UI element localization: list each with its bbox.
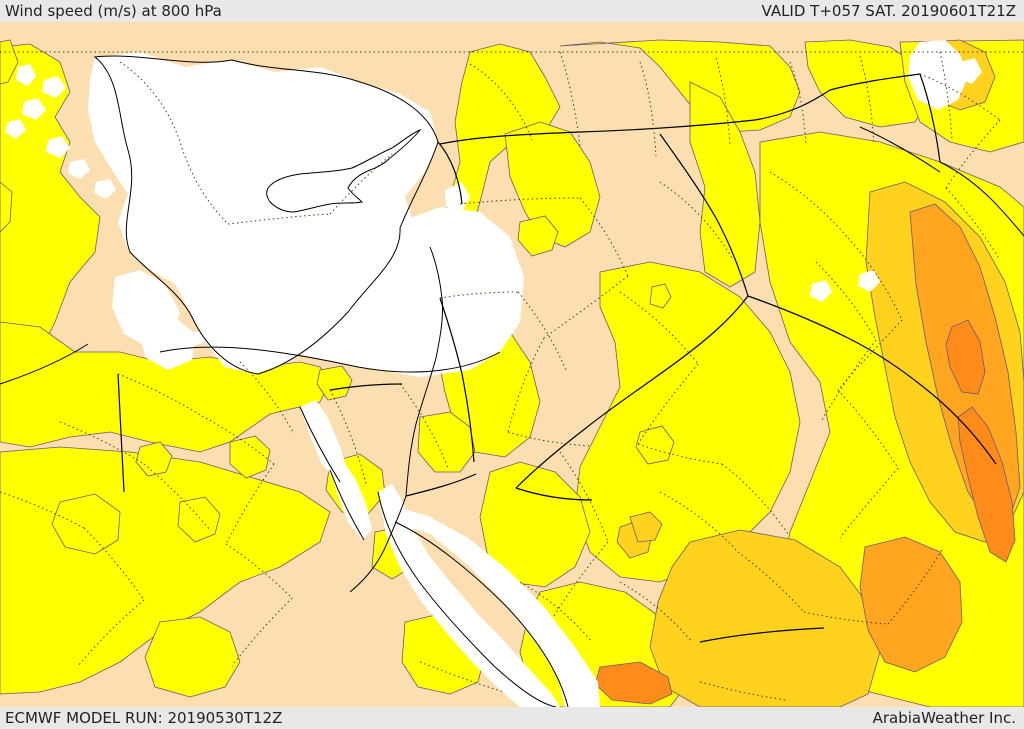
- national-borders-layer: [117, 73, 997, 643]
- header-bar: Wind speed (m/s) at 800 hPa VALID T+057 …: [0, 0, 1024, 22]
- valid-time-label: VALID T+057 SAT. 20190601T21Z: [761, 2, 1016, 20]
- highest-wind-core: [594, 319, 1016, 705]
- map-canvas[interactable]: [0, 22, 1024, 707]
- coastline-layer: [0, 55, 1024, 707]
- footer-bar: ECMWF MODEL RUN: 20190530T12Z ArabiaWeat…: [0, 707, 1024, 729]
- forecast-map[interactable]: [0, 22, 1024, 707]
- calm-wind-zone: [5, 40, 982, 707]
- page-title: Wind speed (m/s) at 800 hPa: [5, 2, 222, 20]
- credit-label: ArabiaWeather Inc.: [872, 709, 1016, 727]
- subdivision-borders-layer: [0, 51, 1024, 701]
- model-run-label: ECMWF MODEL RUN: 20190530T12Z: [5, 709, 283, 727]
